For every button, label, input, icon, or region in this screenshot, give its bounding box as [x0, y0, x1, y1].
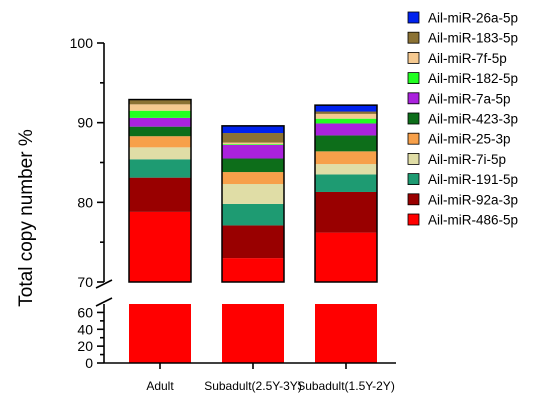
legend-label-Ail-miR-7a-5p: Ail-miR-7a-5p	[428, 91, 511, 106]
y-axis-label: Total copy number %	[16, 129, 37, 307]
bars-layer	[128, 98, 378, 363]
bar-segment-Ail-miR-92a-3p-Subadult(2.5Y-3Y)	[222, 225, 284, 259]
legend-label-Ail-miR-183-5p: Ail-miR-183-5p	[428, 31, 518, 46]
legend-swatch-Ail-miR-7f-5p	[407, 52, 420, 64]
legend-label-Ail-miR-7i-5p: Ail-miR-7i-5p	[428, 152, 506, 167]
bar-segment-Ail-miR-486-5p-Subadult(1.5Y-2Y)-lower	[315, 304, 377, 363]
bar-segment-Ail-miR-7f-5p-Adult	[129, 104, 191, 111]
legend-entry-Ail-miR-423-3p: Ail-miR-423-3p	[407, 112, 518, 127]
legend-label-Ail-miR-191-5p: Ail-miR-191-5p	[428, 172, 518, 187]
bar-segment-Ail-miR-182-5p-Adult	[129, 110, 191, 118]
bar-segment-Ail-miR-486-5p-Subadult(2.5Y-3Y)	[222, 258, 284, 282]
bar-segment-Ail-miR-486-5p-Subadult(1.5Y-2Y)	[315, 232, 377, 282]
x-tick-label-Adult: Adult	[146, 379, 174, 393]
bar-outline-Subadult(2.5Y-3Y)	[221, 125, 285, 283]
bar-segment-Ail-miR-7i-5p-Adult	[129, 147, 191, 160]
bar-segment-Ail-miR-26a-5p-Subadult(2.5Y-3Y)	[222, 125, 284, 134]
legend-entry-Ail-miR-191-5p: Ail-miR-191-5p	[407, 172, 518, 187]
y-tick-label-20: 20	[77, 338, 93, 354]
bar-segment-Ail-miR-191-5p-Subadult(2.5Y-3Y)	[222, 203, 284, 226]
bar-segment-Ail-miR-423-3p-Adult	[129, 126, 191, 137]
bar-outline-Adult	[128, 98, 192, 283]
bar-segment-Ail-miR-7f-5p-Subadult(1.5Y-2Y)	[315, 113, 377, 119]
legend-label-Ail-miR-486-5p: Ail-miR-486-5p	[428, 213, 518, 228]
legend-entry-Ail-miR-92a-3p: Ail-miR-92a-3p	[407, 192, 518, 207]
legend-label-Ail-miR-26a-5p: Ail-miR-26a-5p	[428, 11, 518, 26]
legend-entry-Ail-miR-26a-5p: Ail-miR-26a-5p	[407, 11, 518, 26]
bar-segment-Ail-miR-191-5p-Adult	[129, 159, 191, 178]
bar-segment-Ail-miR-183-5p-Subadult(1.5Y-2Y)	[315, 111, 377, 114]
legend-swatch-Ail-miR-25-3p	[407, 132, 420, 145]
legend-entry-Ail-miR-183-5p: Ail-miR-183-5p	[407, 31, 518, 46]
axis-break-mark-upper	[95, 279, 113, 289]
bar-segment-Ail-miR-486-5p-Adult	[129, 211, 191, 282]
legend-label-Ail-miR-182-5p: Ail-miR-182-5p	[428, 71, 518, 86]
legend: Ail-miR-26a-5p Ail-miR-183-5p Ail-miR-7f-5…	[407, 11, 518, 228]
legend-label-Ail-miR-7f-5p: Ail-miR-7f-5p	[428, 51, 507, 66]
bar-segment-Ail-miR-423-3p-Subadult(2.5Y-3Y)	[222, 158, 284, 173]
y-tick-label-70: 70	[77, 274, 93, 290]
bar-outline-Subadult(1.5Y-2Y)	[314, 104, 378, 283]
bar-segment-Ail-miR-7i-5p-Subadult(2.5Y-3Y)	[222, 184, 284, 204]
y-tick-label-0: 0	[85, 355, 93, 371]
y-tick-label-90: 90	[77, 115, 93, 131]
bar-segment-Ail-miR-7i-5p-Subadult(1.5Y-2Y)	[315, 164, 377, 175]
bar-segment-Ail-miR-423-3p-Subadult(1.5Y-2Y)	[315, 135, 377, 152]
x-tick-label-Subadult(2.5Y-3Y): Subadult(2.5Y-3Y)	[204, 379, 302, 393]
legend-swatch-Ail-miR-486-5p	[407, 213, 420, 226]
bar-segment-Ail-miR-92a-3p-Subadult(1.5Y-2Y)	[315, 191, 377, 233]
bar-segment-Ail-miR-182-5p-Subadult(1.5Y-2Y)	[315, 118, 377, 124]
y-tick-label-80: 80	[77, 194, 93, 210]
bar-segment-Ail-miR-182-5p-Subadult(2.5Y-3Y)	[222, 144, 284, 145]
axis-break-mark-lower	[95, 297, 113, 307]
y-tick-label-60: 60	[77, 304, 93, 320]
legend-swatch-Ail-miR-423-3p	[407, 112, 420, 125]
y-tick-label-100: 100	[70, 35, 94, 51]
bar-segment-Ail-miR-486-5p-Subadult(2.5Y-3Y)-lower	[222, 304, 284, 363]
legend-swatch-Ail-miR-7i-5p	[407, 152, 420, 165]
bar-segment-Ail-miR-7f-5p-Subadult(2.5Y-3Y)	[222, 142, 284, 145]
legend-label-Ail-miR-25-3p: Ail-miR-25-3p	[428, 132, 511, 147]
bar-segment-Ail-miR-7a-5p-Adult	[129, 117, 191, 127]
legend-label-Ail-miR-423-3p: Ail-miR-423-3p	[428, 112, 518, 127]
bar-segment-Ail-miR-25-3p-Subadult(1.5Y-2Y)	[315, 151, 377, 165]
y-tick-label-40: 40	[77, 321, 93, 337]
bar-segment-Ail-miR-25-3p-Subadult(2.5Y-3Y)	[222, 172, 284, 185]
bar-segment-Ail-miR-92a-3p-Adult	[129, 177, 191, 212]
legend-swatch-Ail-miR-26a-5p	[407, 11, 420, 24]
legend-entry-Ail-miR-182-5p: Ail-miR-182-5p	[407, 71, 518, 86]
legend-swatch-Ail-miR-183-5p	[407, 31, 420, 44]
legend-swatch-Ail-miR-7a-5p	[407, 92, 420, 105]
legend-swatch-Ail-miR-191-5p	[407, 173, 420, 186]
legend-entry-Ail-miR-7a-5p: Ail-miR-7a-5p	[407, 91, 511, 106]
legend-entry-Ail-miR-7f-5p: Ail-miR-7f-5p	[407, 51, 507, 66]
legend-label-Ail-miR-92a-3p: Ail-miR-92a-3p	[428, 192, 518, 207]
bar-segment-Ail-miR-7a-5p-Subadult(2.5Y-3Y)	[222, 144, 284, 159]
x-tick-label-Subadult(1.5Y-2Y): Subadult(1.5Y-2Y)	[297, 379, 395, 393]
legend-entry-Ail-miR-7i-5p: Ail-miR-7i-5p	[407, 152, 506, 167]
bar-segment-Ail-miR-26a-5p-Subadult(1.5Y-2Y)	[315, 105, 377, 112]
bar-segment-Ail-miR-183-5p-Subadult(2.5Y-3Y)	[222, 133, 284, 143]
bar-segment-Ail-miR-486-5p-Adult-lower	[129, 304, 191, 363]
legend-swatch-Ail-miR-92a-3p	[407, 193, 420, 206]
legend-entry-Ail-miR-25-3p: Ail-miR-25-3p	[407, 132, 511, 147]
bar-segment-Ail-miR-191-5p-Subadult(1.5Y-2Y)	[315, 174, 377, 192]
bar-segment-Ail-miR-7a-5p-Subadult(1.5Y-2Y)	[315, 123, 377, 136]
legend-entry-Ail-miR-486-5p: Ail-miR-486-5p	[407, 213, 518, 228]
legend-swatch-Ail-miR-182-5p	[407, 72, 420, 84]
bar-segment-Ail-miR-183-5p-Adult	[129, 99, 191, 105]
bar-segment-Ail-miR-25-3p-Adult	[129, 136, 191, 148]
